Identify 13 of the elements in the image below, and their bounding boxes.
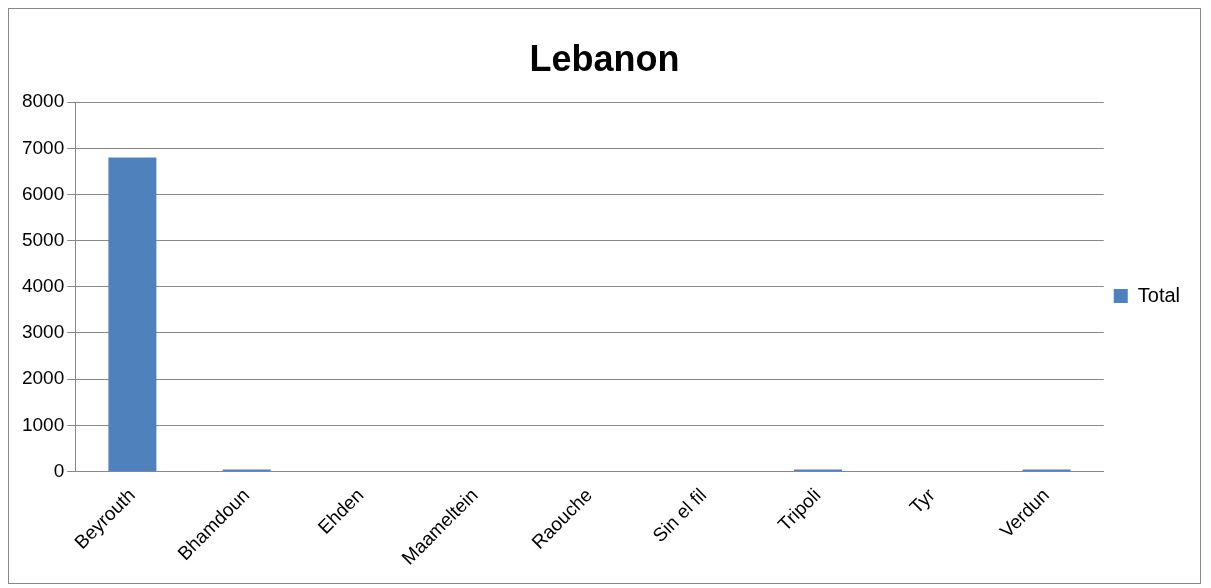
x-tick-label: Tyr bbox=[905, 483, 940, 518]
chart-title: Lebanon bbox=[529, 37, 680, 79]
y-tick-label: 8000 bbox=[21, 90, 65, 112]
y-tick-label: 3000 bbox=[21, 321, 65, 343]
y-tick-label: 1000 bbox=[21, 413, 65, 435]
x-tick-label: Sin el fil bbox=[648, 484, 711, 547]
y-tick-label: 0 bbox=[53, 459, 65, 481]
legend-label: Total bbox=[1137, 283, 1180, 306]
y-tick-label: 6000 bbox=[21, 182, 65, 204]
y-tick-label: 7000 bbox=[21, 136, 65, 158]
y-tick-label: 2000 bbox=[21, 367, 65, 389]
y-tick-label: 4000 bbox=[21, 275, 65, 297]
y-tick-label: 5000 bbox=[21, 228, 65, 250]
